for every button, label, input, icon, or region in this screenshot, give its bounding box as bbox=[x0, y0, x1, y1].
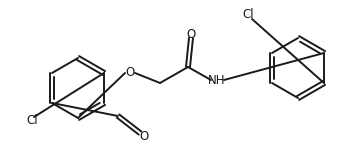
Text: Cl: Cl bbox=[242, 7, 254, 21]
Text: O: O bbox=[125, 67, 135, 79]
Text: NH: NH bbox=[208, 73, 226, 86]
Text: O: O bbox=[139, 131, 149, 143]
Text: Cl: Cl bbox=[26, 113, 37, 127]
Text: O: O bbox=[186, 27, 195, 40]
